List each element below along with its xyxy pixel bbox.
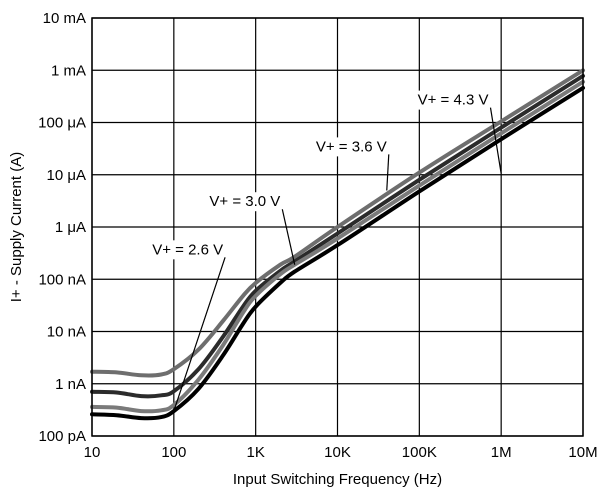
series-line	[90, 79, 585, 414]
y-tick-label: 10 μA	[47, 167, 87, 184]
y-tick-label: 1 mA	[51, 62, 86, 79]
annotation-leader	[489, 107, 502, 174]
series-annotation: V+ = 3.0 V	[206, 192, 296, 265]
annotation-label: V+ = 3.6 V	[316, 138, 387, 155]
series-annotation: V+ = 3.6 V	[312, 137, 390, 191]
annotation-background	[414, 90, 492, 110]
x-tick-label: 10	[84, 444, 101, 461]
x-tick-label: 1M	[491, 444, 512, 461]
series-line	[90, 68, 585, 378]
annotation-label: V+ = 4.3 V	[418, 92, 489, 109]
y-tick-label: 1 nA	[55, 376, 86, 393]
annotation-leader	[386, 154, 390, 191]
x-tick-label: 100K	[402, 444, 437, 461]
series-annotation: V+ = 2.6 V	[149, 240, 227, 412]
annotation-label: V+ = 2.6 V	[152, 241, 223, 258]
x-tick-label: 10M	[568, 444, 597, 461]
x-axis-title: Input Switching Frequency (Hz)	[233, 471, 442, 488]
series-annotations: V+ = 4.3 V V+ = 3.6 V V+ = 3.0 V V+ = 2.6 V	[149, 90, 502, 412]
plot-frame	[91, 17, 584, 437]
annotation-background	[312, 137, 390, 157]
y-tick-label: 10 mA	[43, 10, 86, 27]
series-line	[90, 85, 585, 421]
x-tick-label: 1K	[246, 444, 264, 461]
annotation-background	[206, 192, 284, 212]
y-axis-title: I+ - Supply Current (A)	[8, 152, 25, 302]
annotation-leader	[281, 209, 296, 265]
series-line	[90, 73, 585, 399]
y-tick-label: 100 μA	[38, 115, 86, 132]
y-tick-labels: 100 pA 1 nA 10 nA 100 nA 1 μA 10 μA 100 μA 1 mA…	[38, 10, 86, 445]
x-tick-label: 10K	[324, 444, 351, 461]
x-tick-label: 100	[161, 444, 186, 461]
annotation-leader	[173, 257, 226, 412]
annotation-background	[149, 240, 227, 260]
y-tick-label: 1 μA	[55, 219, 86, 236]
y-tick-label: 100 nA	[38, 271, 86, 288]
series-lines	[90, 68, 585, 421]
annotation-label: V+ = 3.0 V	[209, 193, 280, 210]
x-tick-labels: 10 100 1K 10K 100K 1M 10M	[84, 444, 597, 461]
series-annotation: V+ = 4.3 V	[414, 90, 502, 174]
y-tick-label: 10 nA	[47, 324, 86, 341]
y-tick-label: 100 pA	[38, 428, 86, 445]
